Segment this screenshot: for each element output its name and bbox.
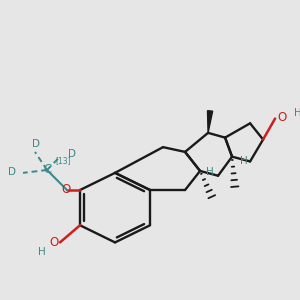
Text: H: H xyxy=(240,156,248,166)
Text: O: O xyxy=(278,112,286,124)
Text: D: D xyxy=(68,149,76,159)
Text: H: H xyxy=(38,247,46,256)
Text: [13]: [13] xyxy=(56,156,71,165)
Text: O: O xyxy=(62,183,71,196)
Text: H: H xyxy=(294,108,300,118)
Text: D: D xyxy=(32,139,40,149)
Text: C: C xyxy=(44,163,52,176)
Text: D: D xyxy=(8,167,16,177)
Text: O: O xyxy=(49,236,58,250)
Polygon shape xyxy=(208,111,213,133)
Text: H: H xyxy=(206,167,214,177)
